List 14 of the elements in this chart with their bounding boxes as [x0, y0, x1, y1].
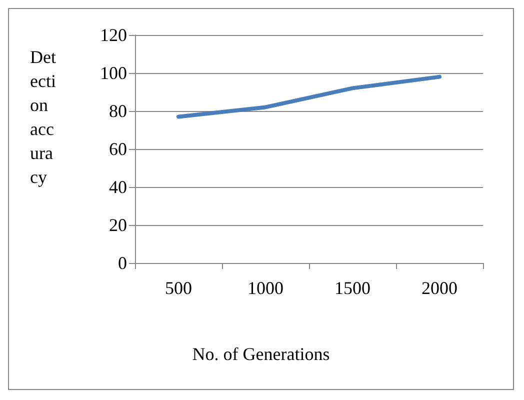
x-tick-label: 1000 — [248, 278, 284, 298]
y-tick-label: 40 — [109, 177, 127, 197]
y-tick-label: 20 — [109, 215, 127, 235]
y-tick-label: 120 — [100, 25, 127, 45]
x-tick-label: 2000 — [422, 278, 458, 298]
y-axis-title: Detection accuracy — [30, 47, 56, 187]
y-tick-label: 0 — [118, 253, 127, 273]
x-axis-title: No. of Generations — [192, 344, 330, 364]
x-tick-label: 1500 — [334, 278, 370, 298]
x-tick-label: 500 — [165, 278, 192, 298]
y-tick-label: 100 — [100, 63, 127, 83]
line-series — [176, 74, 442, 119]
y-tick-label: 80 — [109, 101, 127, 121]
y-tick-label: 60 — [109, 139, 127, 159]
